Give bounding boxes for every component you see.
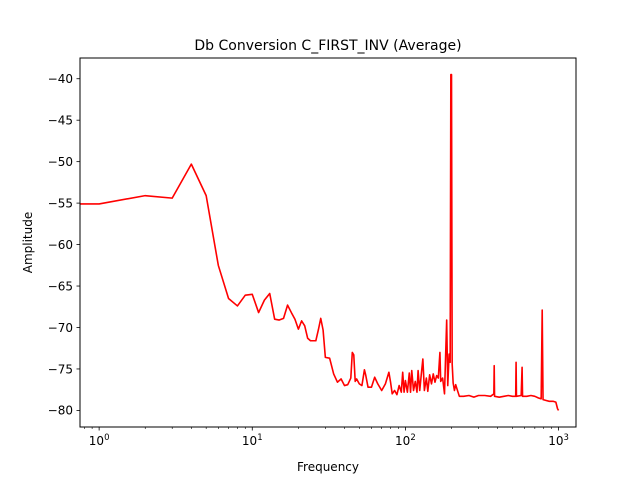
y-tick-label: −70 bbox=[48, 321, 73, 335]
y-tick-label: −65 bbox=[48, 279, 73, 293]
x-tick-label: 100 bbox=[89, 433, 110, 448]
y-tick-label: −55 bbox=[48, 196, 73, 210]
series-line bbox=[80, 73, 560, 411]
y-tick-label: −40 bbox=[48, 72, 73, 86]
x-axis-label: Frequency bbox=[297, 460, 359, 474]
y-tick-label: −75 bbox=[48, 362, 73, 376]
y-tick-label: −60 bbox=[48, 238, 73, 252]
plot-frame bbox=[79, 57, 577, 428]
y-tick-label: −45 bbox=[48, 113, 73, 127]
x-axis: 100 101 102 103 bbox=[83, 427, 569, 448]
y-tick-label: −50 bbox=[48, 155, 73, 169]
y-axis-label: Amplitude bbox=[21, 212, 35, 274]
y-tick-label: −80 bbox=[48, 404, 73, 418]
x-tick-label: 102 bbox=[395, 433, 416, 448]
x-tick-label: 103 bbox=[548, 433, 569, 448]
y-axis: −40 −45 −50 −55 −60 −65 −70 −75 −80 bbox=[48, 72, 80, 418]
chart-title: Db Conversion C_FIRST_INV (Average) bbox=[194, 38, 461, 54]
x-tick-label: 101 bbox=[242, 433, 263, 448]
